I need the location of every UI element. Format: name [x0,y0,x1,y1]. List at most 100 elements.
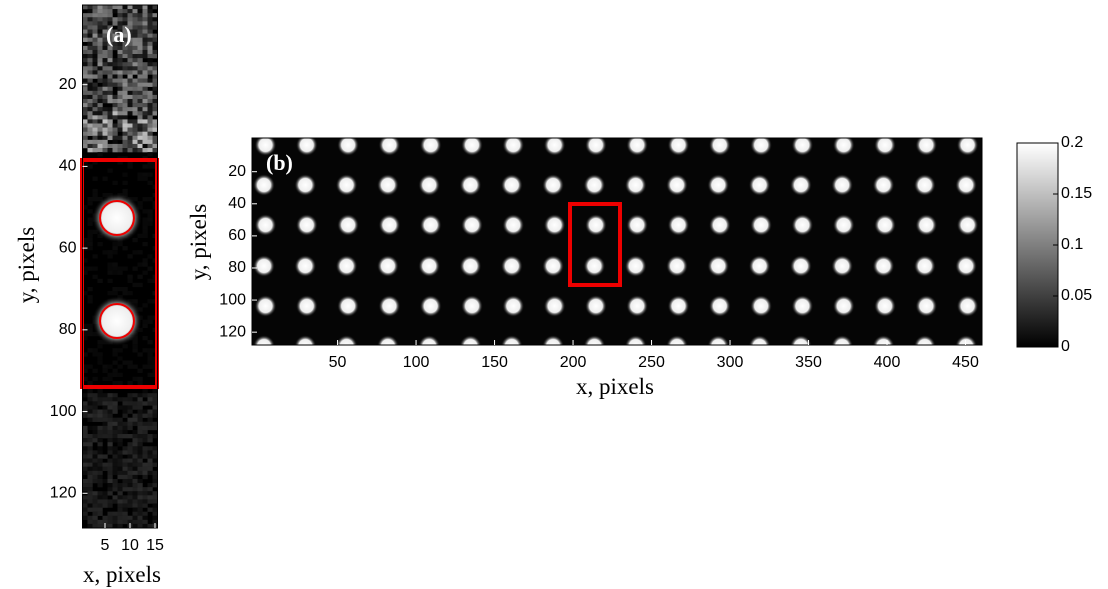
pixel [137,397,143,402]
pixel [132,37,138,42]
pixel [102,421,108,427]
pixel [127,466,133,472]
pixel [102,364,108,369]
pixel [147,364,153,369]
pixel [127,393,133,398]
pixel [107,41,113,47]
pixel [137,103,143,108]
pixel [87,491,93,496]
pixel [127,94,133,100]
pixel [132,78,138,83]
pixel [117,21,123,26]
pixel [92,352,98,357]
pixel [137,368,143,373]
pixel [112,405,118,410]
pixel [132,499,138,504]
pixel [102,143,108,149]
pixel [127,421,133,427]
pixel [142,209,148,214]
pixel [82,78,88,83]
pixel [112,9,118,14]
pixel [152,483,158,488]
spot [583,174,606,196]
pixel [82,237,88,243]
pixel [92,123,98,128]
spot [831,174,854,196]
pixel [142,9,148,14]
pixel [152,499,158,504]
image-background [252,138,982,345]
pixel [82,62,88,67]
spot [832,295,855,317]
pixel [97,429,103,435]
spot [708,138,731,156]
pixel [142,393,148,398]
pixel [112,511,118,516]
pixel [137,429,143,435]
pixel [92,462,98,467]
pixel [137,131,143,136]
pixel [92,523,98,528]
pixel [107,250,113,255]
pixel [132,282,138,288]
pixel [92,82,98,87]
pixel [117,241,123,247]
pixel [122,41,128,47]
spot [335,335,358,345]
pixel [97,446,103,451]
spot [542,255,565,277]
pixel [82,90,88,96]
pixel [97,54,103,59]
pixel [142,454,148,459]
pixel [87,103,93,108]
spot [254,138,277,156]
pixel [112,135,118,141]
pixel [137,499,143,504]
spot [584,295,607,317]
pixel [112,62,118,67]
pixel [82,119,88,124]
pixel [142,446,148,451]
pixel [107,511,113,516]
spot [624,255,647,277]
image-b [252,138,982,345]
pixel [102,413,108,418]
pixel [147,352,153,357]
pixel [137,143,143,149]
pixel [132,135,138,141]
pixel [87,364,93,369]
pixel [112,111,118,116]
pixel [92,90,98,96]
pixel [92,33,98,38]
pixel [152,45,158,51]
pixel [107,82,113,87]
pixel [142,462,148,467]
pixel [117,515,123,521]
pixel [137,487,143,492]
pixel [152,111,158,116]
pixel [142,54,148,59]
pixel [142,25,148,30]
pixel [142,270,148,275]
pixel [107,94,113,100]
pixel [87,9,93,14]
pixel [82,107,88,112]
pixel [92,470,98,476]
pixel [147,41,153,47]
spot [832,138,855,156]
pixel [137,393,143,398]
spot [913,174,936,196]
pixel [127,491,133,496]
pixel [107,58,113,63]
pixel [117,454,123,459]
pixel [147,107,153,112]
colorbar-tick-label: 0.05 [1061,287,1092,304]
pixel [87,49,93,55]
pixel [117,148,123,153]
pixel [142,491,148,496]
pixel [147,197,153,202]
pixel [147,103,153,108]
pixel [87,21,93,26]
pixel [132,495,138,500]
pixel [107,74,113,79]
